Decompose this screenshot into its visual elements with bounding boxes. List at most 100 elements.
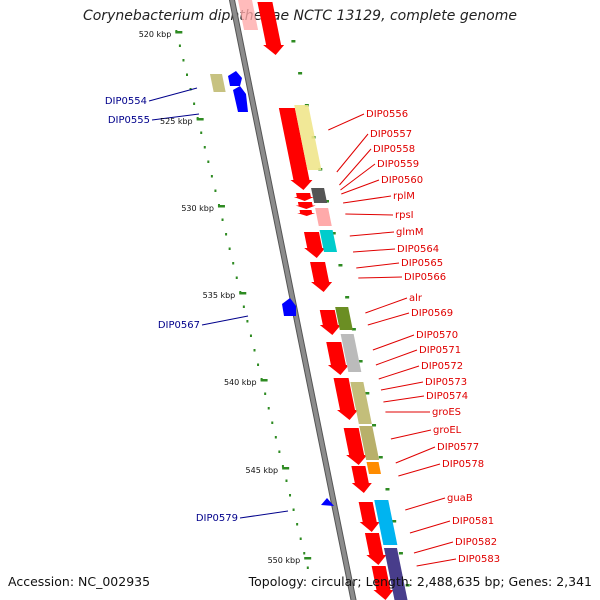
- gene-label: DIP0571: [419, 345, 461, 356]
- leader-line: [349, 231, 395, 237]
- track-dot: [264, 392, 267, 395]
- gene-block: [294, 105, 322, 170]
- gene-label: DIP0558: [373, 144, 415, 155]
- summary-text: Topology: circular; Length: 2,488,635 bp…: [248, 574, 592, 589]
- track-dot: [303, 552, 306, 555]
- track-dot: [281, 465, 284, 468]
- gene-block: [374, 500, 398, 545]
- leader-line: [328, 113, 365, 131]
- labels: 520 kbp 525 kbp 530 kbp 535 kbp 540 kbp 545 k…: [105, 30, 500, 565]
- track-dot: [225, 233, 228, 236]
- track-dash: [405, 584, 410, 587]
- gene-label: DIP0555: [108, 115, 150, 126]
- leader-line: [340, 163, 376, 191]
- track-dash: [358, 360, 363, 363]
- track-dash: [325, 200, 329, 203]
- leader-line: [413, 541, 454, 554]
- track-dot: [221, 218, 224, 221]
- track-dot: [193, 102, 196, 105]
- gene-label: DIP0579: [196, 513, 238, 524]
- feature-block: [238, 0, 259, 30]
- track-dash: [398, 552, 403, 555]
- leader-line: [390, 429, 432, 440]
- track-dash: [291, 40, 296, 43]
- track-dot: [203, 146, 206, 149]
- track-dot: [214, 189, 217, 192]
- gene-label: DIP0570: [416, 330, 458, 341]
- kbp-tick: [260, 379, 268, 382]
- leader-line: [409, 520, 451, 534]
- track-dash: [338, 264, 343, 267]
- gene-label: DIP0577: [437, 442, 479, 453]
- leader-lines: [148, 87, 457, 567]
- cds-arrow: [326, 342, 349, 375]
- track-dot: [249, 334, 252, 337]
- gene-block: [383, 548, 408, 600]
- cds-arrow: [303, 232, 326, 258]
- gene-label: rpsI: [395, 210, 414, 221]
- reverse-block: [210, 74, 226, 92]
- track-dot: [253, 349, 256, 352]
- track-dot: [232, 262, 235, 265]
- gene-label: DIP0557: [370, 129, 412, 140]
- track-dot: [257, 363, 260, 366]
- gene-label: guaB: [447, 493, 473, 504]
- backbone: [229, 0, 356, 600]
- gene-label: glmM: [396, 227, 424, 238]
- track-dot: [267, 407, 270, 410]
- gene-block: [315, 208, 332, 226]
- leader-line: [383, 395, 425, 403]
- gene-label: DIP0578: [442, 459, 484, 470]
- map-title: Corynebacterium diphtheriae NCTC 13129, …: [82, 8, 518, 24]
- gene-label: DIP0567: [158, 320, 200, 331]
- cds-arrow: [293, 193, 314, 201]
- track-dot: [178, 44, 181, 47]
- track-dash: [385, 488, 390, 491]
- gene-label: DIP0554: [105, 96, 147, 107]
- leader-line: [148, 87, 198, 102]
- gene-label: DIP0564: [397, 244, 439, 255]
- cds-arrow: [319, 310, 341, 335]
- track-dot: [235, 276, 238, 279]
- gene-block: [311, 188, 328, 203]
- gene-label: DIP0559: [377, 159, 419, 170]
- gene-label: rplM: [393, 191, 415, 202]
- leader-line: [372, 334, 415, 351]
- track-dot: [186, 73, 189, 76]
- leader-line: [343, 195, 392, 204]
- tick-marks: [175, 30, 410, 587]
- cds-arrow: [257, 2, 285, 55]
- track-dash: [331, 232, 336, 235]
- leader-line: [398, 463, 441, 477]
- cds-arrow: [310, 262, 333, 292]
- cds-arrow: [351, 466, 372, 493]
- track-dot: [285, 479, 288, 482]
- leader-line: [395, 446, 436, 464]
- leader-line: [345, 213, 394, 216]
- reverse-arrow: [321, 498, 334, 506]
- gene-label: DIP0582: [455, 537, 497, 548]
- track-dot: [242, 305, 245, 308]
- kbp-tick: [196, 118, 204, 121]
- leader-line: [201, 315, 249, 326]
- leader-line: [336, 133, 369, 173]
- leader-line: [375, 349, 418, 366]
- kbp-label: 535 kbp: [203, 291, 236, 300]
- kbp-label: 540 kbp: [224, 378, 257, 387]
- leader-line: [341, 179, 380, 195]
- cds-arrow: [297, 210, 316, 216]
- track-dot: [246, 320, 249, 323]
- gene-label: DIP0583: [458, 554, 500, 565]
- kbp-tick: [282, 467, 290, 470]
- gene-label: DIP0581: [452, 516, 494, 527]
- gene-label: DIP0573: [425, 377, 467, 388]
- leader-line: [352, 248, 396, 253]
- track-dash: [365, 392, 370, 395]
- gene-block: [319, 230, 338, 252]
- kbp-tick: [239, 292, 247, 295]
- cds-arrow: [371, 566, 394, 600]
- cds-arrow: [358, 502, 380, 532]
- track-dash: [372, 424, 377, 427]
- kbp-label: 545 kbp: [246, 466, 279, 475]
